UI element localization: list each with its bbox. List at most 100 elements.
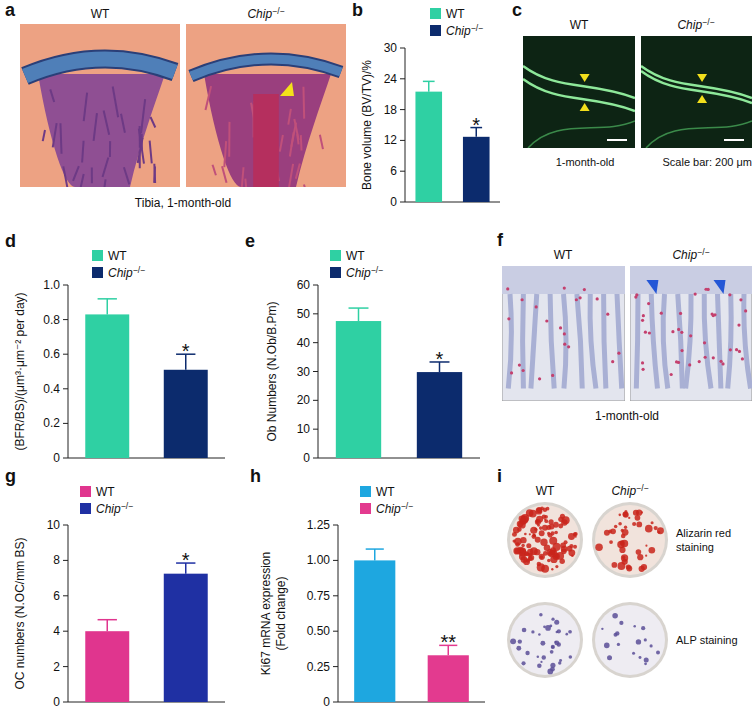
trabecula [744,294,751,389]
caption: Alizarin redstaining [676,527,731,553]
stain-spot [540,539,547,546]
y-tick-label: 0 [53,695,60,709]
y-tick [63,285,68,286]
stain-spot [551,618,554,621]
stain-spot [543,508,547,512]
panel-label: i [497,466,502,486]
chart: d(BFR/BS)/(μm³·μm⁻² per day)00.20.40.60.… [5,231,225,465]
calcein-label [523,66,635,98]
trabecula [205,86,211,110]
panel-label: h [250,466,261,486]
stain-spot [519,553,526,560]
stain-spot [650,644,653,647]
bar [463,137,490,202]
y-tick [63,388,68,389]
stain-spot [547,669,553,675]
stain-spot [628,517,630,519]
trabecula [213,165,216,175]
image-title: WT [91,7,110,21]
legend-swatch [360,503,371,514]
image-background [502,266,625,401]
stain-spot [518,639,522,643]
growth-plate [191,59,341,76]
stain-spot [644,657,649,662]
stain-spot [554,620,559,625]
caption: 1-month-old [556,156,615,168]
stain-spot [645,555,647,557]
trabecula [320,135,323,149]
dish-rim [592,502,668,578]
y-tick [63,423,68,424]
stain-spot [565,633,568,636]
bars [85,299,207,458]
stain-spot [530,527,537,534]
trabecula [290,132,294,156]
osteoclast-stain [641,361,644,364]
trabecula [141,134,143,150]
label-italic: Chip [611,484,636,498]
legend-swatch [430,25,441,36]
stain-spot [608,530,612,534]
y-tick-label: 12 [384,133,398,147]
stain-spot [546,525,551,530]
image-background [186,24,346,187]
trabecula [94,113,97,141]
y-tick-label: 0.4 [43,382,60,396]
stain-spot [548,550,555,557]
stain-spot [595,544,603,552]
stain-spot [510,638,516,644]
caption: Scale bar: 200 μm [663,156,753,168]
y-tick [333,631,338,632]
y-tick [313,371,318,372]
y-tick-label: 1.00 [307,553,331,567]
osteoclast-stain [712,356,715,359]
chart: eOb Numbers (N.Ob/B.Pm)0102030405060*WTC… [245,231,480,465]
y-tick-label: 0 [323,695,330,709]
trabecula [678,294,683,389]
chart: hKi67 mRNA expression(Fold change)00.250… [250,466,485,709]
label-superscript: −/− [471,23,483,33]
stain-spot [623,512,628,517]
stain-spot [531,630,534,633]
y-tick-label: 1.25 [307,518,331,532]
legend-label: WT [376,485,395,499]
legend-swatch [330,267,341,278]
figure: bBone volume (BV/TV)/%0612182430*WTChip−… [0,0,754,718]
y-axis-line [68,525,69,702]
y-tick [333,525,338,526]
label-superscript: −/− [371,265,383,275]
stain-spot [601,628,603,630]
significance: * [472,114,480,136]
osteoclast-stain [735,348,738,351]
stain-spot [551,645,555,649]
stain-spot [654,526,658,530]
image-background [523,36,635,148]
y-axis-label: Ob Numbers (N.Ob/B.Pm) [265,301,279,441]
osteoclast-stain [563,332,566,335]
y-tick-label: 0.25 [307,660,331,674]
y-tick-label: 10 [297,422,311,436]
label-italic: Chip [346,266,371,280]
osteoclast-stain [611,360,614,363]
y-tick [313,458,318,459]
bars [336,308,462,458]
trabecula [300,135,303,150]
osteoclast-stain [680,349,683,352]
osteoclast-stain [660,312,663,315]
y-tick-label: 30 [297,365,311,379]
osteoclast-stain [741,357,744,360]
trabecula [288,164,293,187]
trabecula [60,123,61,154]
stain-spot [544,519,548,523]
caption: 1-month-old [595,409,659,423]
stain-spot [561,549,567,555]
stain-spot [520,537,526,543]
stain-spot [569,655,573,659]
stain-spot [624,526,627,529]
osteoclast-stain [579,296,582,299]
error-bar [366,549,384,560]
trabecula [101,179,106,187]
osteoclast-stain [648,331,651,334]
panel-label: g [5,466,16,486]
stain-spot [543,625,546,628]
